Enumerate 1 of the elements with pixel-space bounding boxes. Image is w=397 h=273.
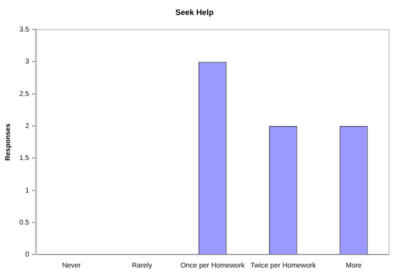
chart-title: Seek Help: [175, 8, 214, 18]
